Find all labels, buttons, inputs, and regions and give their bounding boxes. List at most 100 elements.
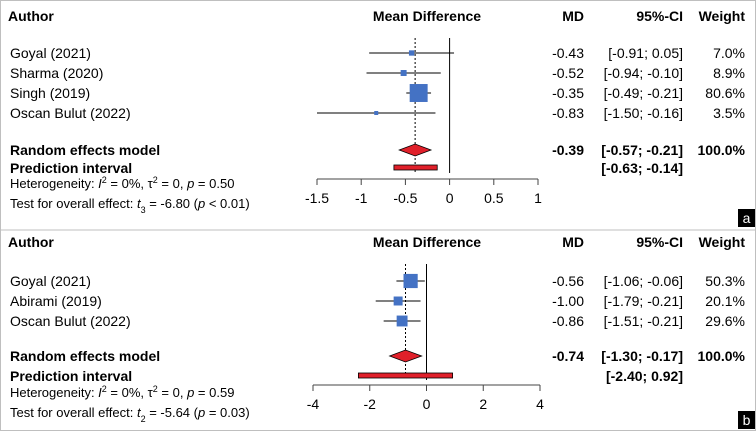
random-effects-ci: [-1.30; -0.17] [601,348,683,364]
study-effect-square [408,50,415,56]
heterogeneity-part: τ [148,176,154,191]
overall-effect-part: Test for overall effect: [10,405,137,420]
study-weight: 29.6% [705,313,745,329]
heterogeneity-text: Heterogeneity: I2 = 0%, τ2 = 0, p = 0.50 [10,175,234,191]
header-md: MD [562,8,584,24]
x-axis-tick-label: 0 [446,190,454,206]
study-weight: 3.5% [713,105,745,121]
random-effects-diamond [398,143,433,157]
x-axis-tick-label: -2 [364,396,377,412]
header-mean-difference: Mean Difference [373,234,481,250]
prediction-interval-ci: [-2.40; 0.92] [606,368,683,384]
forest-panel-a: Author Mean Difference MD 95%-CI Weight Goyal… [8,8,755,227]
study-md: -0.52 [552,65,584,81]
x-axis-tick-label: -4 [307,396,320,412]
header-ci: 95%-CI [636,234,683,250]
prediction-interval-label: Prediction interval [10,368,132,384]
heterogeneity-text: Heterogeneity: I2 = 0%, τ2 = 0, p = 0.59 [10,384,234,400]
overall-effect-part: 3 [141,205,146,215]
study-md: -0.86 [552,313,584,329]
header-author: Author [8,8,54,24]
header-md: MD [562,234,584,250]
overall-effect-part: Test for overall effect: [10,196,137,211]
study-ci: [-1.51; -0.21] [604,313,683,329]
heterogeneity-part: = 0.50 [194,176,234,191]
heterogeneity-part: 2 [153,384,158,394]
x-axis-tick-label: 0 [423,396,431,412]
overall-effect-part: = 0.03) [205,405,249,420]
study-name: Goyal (2021) [10,273,91,289]
random-effects-diamond [388,349,423,363]
x-axis-tick-label: -1 [355,190,368,206]
heterogeneity-part: = 0%, [107,176,148,191]
random-effects-weight: 100.0% [698,348,746,364]
prediction-interval-label: Prediction interval [10,160,132,176]
x-axis-tick-label: 0.5 [484,190,504,206]
overall-effect-part: < 0.01) [205,196,249,211]
heterogeneity-part: 2 [102,175,107,185]
x-axis-tick-label: 2 [479,396,487,412]
random-effects-label: Random effects model [10,142,160,158]
forest-panel-b: Author Mean Difference MD 95%-CI Weight Goyal… [0,229,756,429]
study-weight: 50.3% [705,273,745,289]
study-ci: [-0.49; -0.21] [604,85,683,101]
header-mean-difference: Mean Difference [373,8,481,24]
panel-label-box [738,411,755,429]
prediction-interval-ci: [-0.63; -0.14] [601,160,683,176]
header-ci: 95%-CI [636,8,683,24]
study-md: -0.43 [552,45,584,61]
study-effect-square [409,84,428,102]
study-ci: [-0.94; -0.10] [604,65,683,81]
study-ci: [-1.79; -0.21] [604,293,683,309]
study-weight: 20.1% [705,293,745,309]
overall-effect-text: Test for overall effect: t3 = -6.80 (p <… [10,196,250,215]
study-name: Oscan Bulut (2022) [10,105,131,121]
study-effect-square [403,273,418,289]
overall-effect-part: 2 [141,414,146,424]
study-ci: [-1.50; -0.16] [604,105,683,121]
study-md: -1.00 [552,293,584,309]
panel-label: b [743,412,751,428]
study-md: -0.35 [552,85,584,101]
study-weight: 7.0% [713,45,745,61]
study-name: Singh (2019) [10,85,90,101]
study-effect-square [374,111,379,115]
random-effects-md: -0.39 [552,142,584,158]
prediction-interval-bar [393,164,438,171]
heterogeneity-part: I [98,385,102,400]
study-weight: 80.6% [705,85,745,101]
heterogeneity-part: 2 [153,175,158,185]
x-axis-tick-label: 1 [534,190,542,206]
study-ci: [-0.91; 0.05] [608,45,683,61]
x-axis-tick-label: -0.5 [393,190,417,206]
heterogeneity-part: = 0%, [107,385,148,400]
study-md: -0.56 [552,273,584,289]
heterogeneity-part: I [98,176,102,191]
overall-effect-text: Test for overall effect: t2 = -5.64 (p =… [10,405,250,424]
study-name: Sharma (2020) [10,65,103,81]
heterogeneity-part: τ [148,385,154,400]
heterogeneity-part: p [186,176,194,191]
heterogeneity-part: Heterogeneity: [10,176,98,191]
heterogeneity-part: p [186,385,194,400]
study-name: Goyal (2021) [10,45,91,61]
overall-effect-part: p [197,196,205,211]
prediction-interval-bar [357,372,454,379]
heterogeneity-part: 2 [102,384,107,394]
heterogeneity-part: = 0, [158,385,187,400]
overall-effect-part: t [137,196,142,211]
overall-effect-part: = -5.64 ( [146,405,199,420]
header-weight: Weight [699,234,746,250]
overall-effect-part: = -6.80 ( [146,196,199,211]
panel-label: a [743,210,751,226]
x-axis-tick-label: 4 [536,396,544,412]
study-ci: [-1.06; -0.06] [604,273,683,289]
x-axis-tick-label: -1.5 [305,190,329,206]
panel-label-box [738,209,755,227]
heterogeneity-part: = 0, [158,176,187,191]
heterogeneity-part: = 0.59 [194,385,234,400]
random-effects-md: -0.74 [552,348,584,364]
study-effect-square [396,315,408,327]
study-md: -0.83 [552,105,584,121]
